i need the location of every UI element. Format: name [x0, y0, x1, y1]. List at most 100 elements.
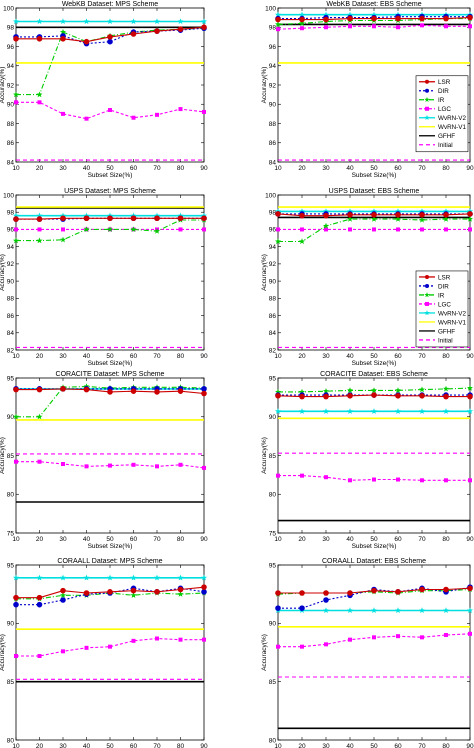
data-point [323, 212, 329, 219]
series-wvrn-v2 [275, 408, 473, 414]
data-point [468, 227, 472, 232]
x-tick-label: 60 [394, 353, 402, 360]
data-point [83, 215, 90, 222]
x-tick-label: 10 [274, 743, 282, 748]
chart-panel-3: USPS Dataset: MPS Scheme 10 20 30 40 50 60 70 80… [0, 188, 208, 367]
y-tick-label: 88 [7, 296, 15, 303]
legend-item-dir: DIR [419, 88, 449, 95]
y-tick-label: 100 [265, 5, 276, 12]
y-tick-label: 88 [269, 296, 277, 303]
x-tick-label: 90 [466, 536, 474, 543]
x-tick-label: 80 [442, 165, 450, 172]
data-point [299, 212, 305, 219]
data-point [419, 408, 425, 414]
data-point [60, 36, 66, 42]
data-point [299, 388, 305, 395]
series-line-dir [278, 586, 471, 609]
data-point [83, 574, 90, 581]
data-point [371, 11, 377, 18]
x-tick-label: 50 [106, 165, 114, 172]
y-tick-label: 98 [7, 210, 15, 217]
series-wvrn-v2 [13, 18, 207, 25]
data-point [347, 387, 353, 393]
x-tick-label: 40 [83, 353, 91, 360]
data-point [13, 413, 19, 420]
x-tick-label: 40 [83, 536, 91, 543]
x-tick-label: 90 [200, 536, 208, 543]
data-point [13, 91, 19, 98]
data-point [300, 227, 304, 232]
data-point [13, 594, 19, 601]
y-tick-label: 85 [7, 453, 15, 460]
data-point [275, 590, 281, 596]
data-point [323, 11, 329, 18]
y-tick-label: 96 [7, 44, 15, 51]
data-point [347, 212, 353, 218]
y-tick-label: 84 [7, 330, 15, 337]
y-tick-label: 96 [269, 227, 277, 234]
data-point [276, 227, 280, 232]
data-point [468, 24, 472, 29]
series-lsr [275, 392, 473, 400]
x-tick-label: 40 [83, 743, 91, 748]
legend-label: DIR [438, 283, 449, 290]
y-tick-label: 90 [7, 278, 15, 285]
data-point [275, 211, 281, 217]
x-tick-label: 50 [370, 353, 378, 360]
legend-label: IR [438, 292, 445, 299]
data-point [60, 236, 66, 243]
data-point [419, 607, 425, 614]
x-tick-label: 40 [346, 743, 354, 748]
data-point [323, 607, 329, 614]
data-point [468, 478, 472, 483]
data-point [395, 212, 401, 218]
series-lgc [14, 459, 206, 470]
data-point [130, 31, 137, 37]
data-point [347, 15, 353, 22]
data-point [371, 607, 377, 614]
data-point [347, 11, 353, 18]
series-line-lgc [16, 637, 204, 657]
legend-label: GFHF [438, 133, 455, 140]
data-point [299, 238, 305, 245]
y-tick-label: 92 [7, 82, 15, 89]
data-point [347, 208, 353, 214]
series-wvrn-v2 [275, 607, 473, 614]
data-point [371, 408, 377, 414]
data-point [154, 574, 160, 581]
data-point [347, 590, 353, 596]
data-point [36, 237, 43, 244]
data-point [371, 15, 377, 22]
legend-label: IR [438, 97, 445, 104]
x-tick-label: 50 [370, 165, 378, 172]
x-tick-label: 10 [274, 353, 282, 360]
data-point [467, 215, 473, 222]
x-tick-label: 20 [36, 165, 44, 172]
data-point [202, 227, 206, 232]
data-point [323, 393, 329, 400]
data-point [201, 390, 207, 397]
legend-marker [425, 274, 429, 279]
data-point [60, 587, 66, 594]
legend-item-lsr: LSR [419, 274, 451, 281]
data-point [201, 24, 207, 31]
data-point [107, 18, 113, 25]
data-point [347, 408, 353, 414]
series-wvrn-v2 [13, 574, 207, 581]
data-point [275, 238, 281, 245]
data-point [60, 574, 66, 581]
y-tick-label: 94 [269, 63, 277, 70]
x-tick-label: 90 [466, 165, 474, 172]
data-point [348, 24, 352, 29]
data-point [14, 227, 18, 232]
legend-marker [425, 301, 429, 306]
series-ir [13, 216, 207, 244]
data-point [395, 589, 401, 595]
data-point [37, 654, 42, 658]
x-axis-label: Subset Size(%) [88, 172, 133, 179]
y-tick-label: 90 [7, 621, 15, 628]
x-tick-label: 10 [274, 536, 282, 543]
data-point [107, 34, 113, 40]
x-tick-label: 80 [177, 353, 185, 360]
data-point [348, 478, 352, 483]
